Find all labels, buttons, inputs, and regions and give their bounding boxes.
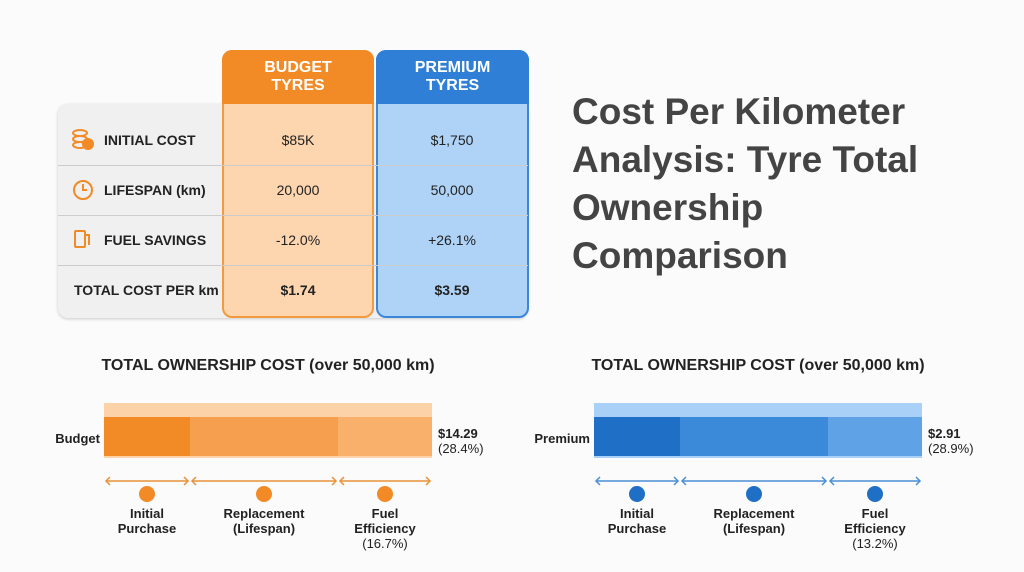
bar-total: $14.29: [438, 426, 478, 441]
row-label: LIFESPAN (km): [104, 182, 206, 198]
bar-total: $2.91: [928, 426, 961, 441]
segment-name: Fuel Efficiency: [844, 506, 906, 536]
bar-segment: [680, 417, 828, 456]
row-separator: [58, 265, 528, 266]
bar-share: (28.9%): [928, 441, 974, 456]
bar-segment: [828, 417, 922, 456]
cell: +26.1%: [428, 232, 476, 248]
segment-share: (16.7%): [362, 536, 408, 551]
segment-name: Replacement (Lifespan): [713, 506, 795, 536]
column-header: BUDGET TYRES: [222, 50, 374, 104]
row-label: TOTAL COST PER km: [74, 282, 219, 298]
segment-share: (13.2%): [852, 536, 898, 551]
cell: $3.59: [434, 282, 470, 298]
row-label: FUEL SAVINGS: [104, 232, 207, 248]
row-label: INITIAL COST: [104, 132, 196, 148]
segment-label: Replacement (Lifespan): [214, 506, 314, 536]
segment-label: Replacement (Lifespan): [704, 506, 804, 536]
bar-share: (28.4%): [438, 441, 484, 456]
bar-label: Premium: [534, 431, 590, 446]
bar-segment: [338, 417, 432, 456]
segment-arrows: [594, 476, 922, 502]
cell: $85K: [281, 132, 315, 148]
segment-label: Initial Purchase: [97, 506, 197, 536]
segment-arrows: [104, 476, 432, 502]
cell: $1,750: [430, 132, 474, 148]
cell: $1.74: [280, 282, 316, 298]
segment-name: Initial Purchase: [607, 506, 667, 536]
bar-segment: [594, 417, 680, 456]
row-separator: [58, 165, 528, 166]
row-separator: [58, 215, 528, 216]
segment-name: Fuel Efficiency: [354, 506, 416, 536]
segment-label: Fuel Efficiency (13.2%): [825, 506, 925, 551]
bar-label: Budget: [55, 431, 100, 446]
row-icons: [72, 129, 94, 248]
column-header: PREMIUM TYRES: [376, 50, 529, 104]
segment-label: Fuel Efficiency (16.7%): [335, 506, 435, 551]
segment-name: Initial Purchase: [117, 506, 177, 536]
cell: -12.0%: [275, 232, 321, 248]
bar-segment: [190, 417, 338, 456]
page-title: Cost Per Kilometer Analysis: Tyre Total …: [572, 91, 919, 276]
panel-title: TOTAL OWNERSHIP COST (over 50,000 km): [101, 357, 435, 374]
cell: 50,000: [430, 182, 474, 198]
segment-name: Replacement (Lifespan): [223, 506, 305, 536]
segment-label: Initial Purchase: [587, 506, 687, 536]
cell: 20,000: [276, 182, 320, 198]
bar-segment: [104, 417, 190, 456]
panel-title: TOTAL OWNERSHIP COST (over 50,000 km): [591, 357, 925, 374]
